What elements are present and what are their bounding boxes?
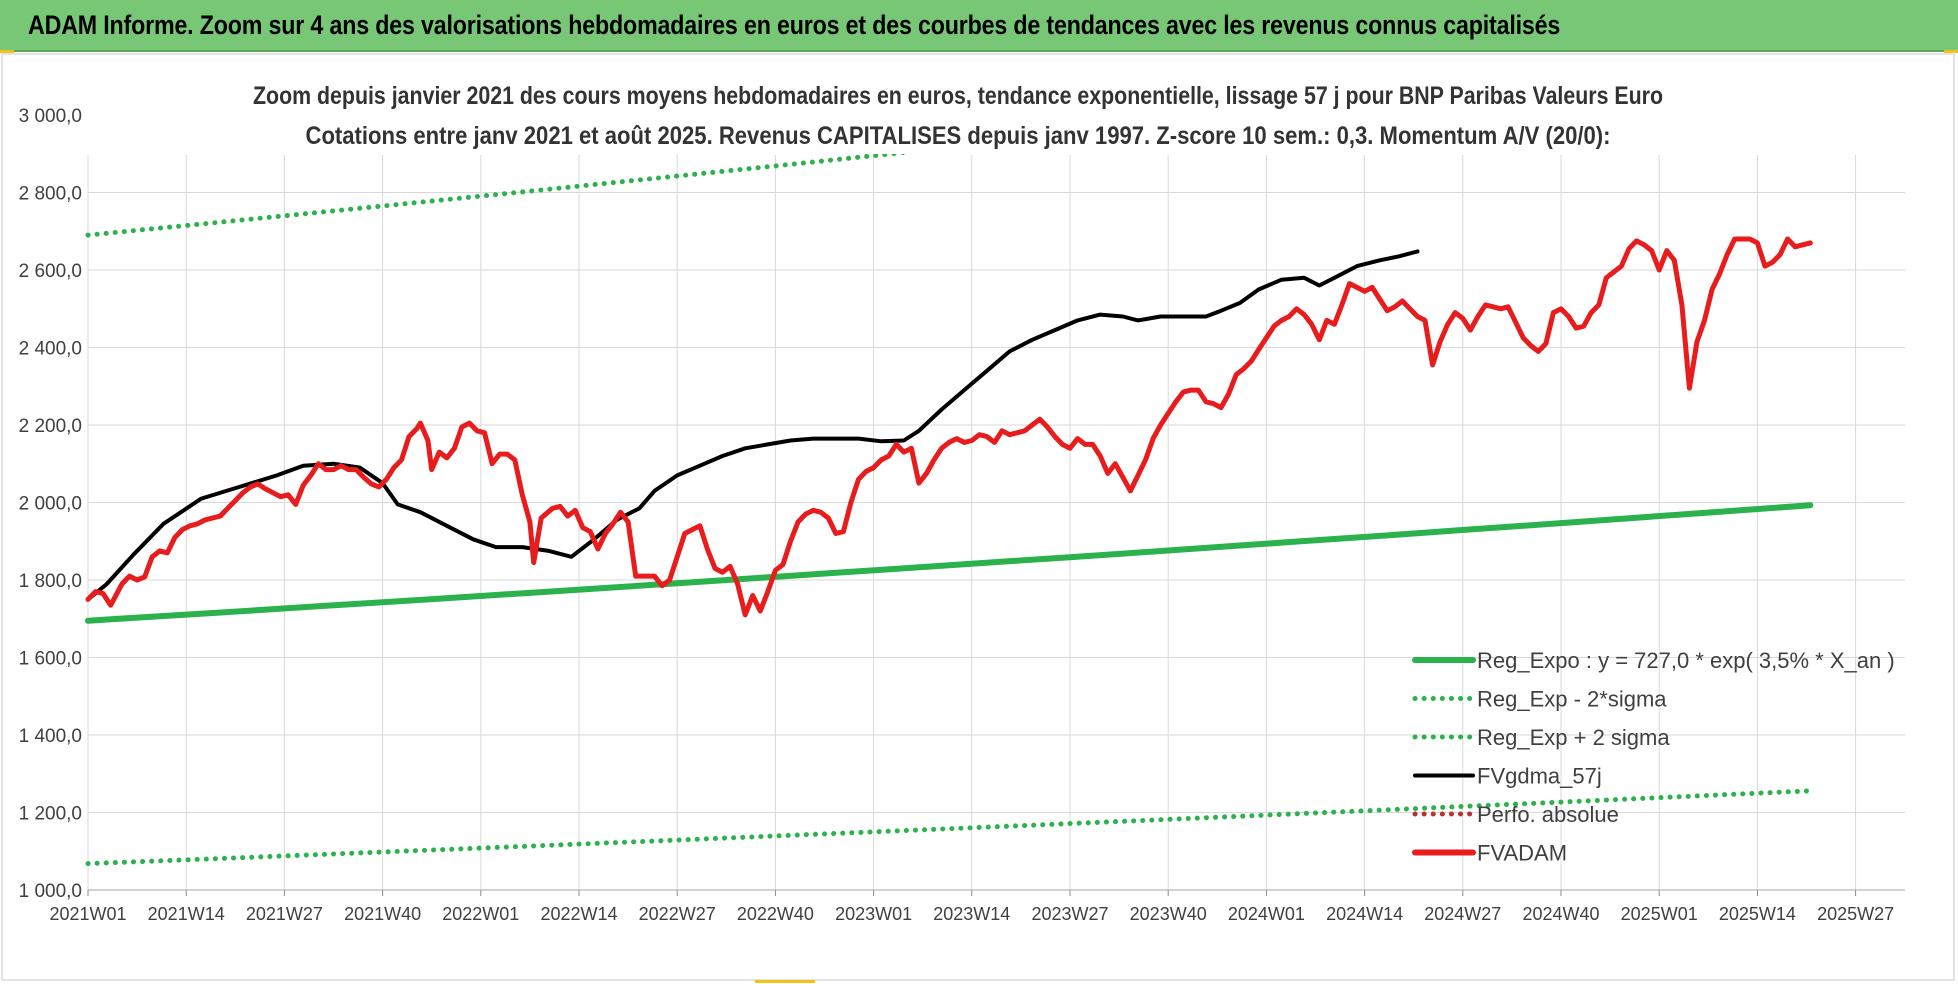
header-bar: ADAM Informe. Zoom sur 4 ans des valoris… <box>0 0 1958 52</box>
x-tick-label: 2025W14 <box>1719 904 1796 924</box>
corner-mark-left <box>0 50 14 53</box>
corner-mark-right <box>1944 50 1958 53</box>
x-tick-label: 2022W01 <box>442 904 519 924</box>
x-tick-label: 2024W40 <box>1522 904 1599 924</box>
legend-label: FVgdma_57j <box>1477 764 1602 789</box>
x-tick-label: 2021W27 <box>246 904 323 924</box>
y-tick-label: 2 600,0 <box>19 261 82 282</box>
series-line-0 <box>85 502 1814 624</box>
series-line-5 <box>85 236 1813 618</box>
legend-label: Reg_Exp - 2*sigma <box>1477 687 1667 712</box>
x-tick-label: 2022W27 <box>639 904 716 924</box>
y-tick-label: 3 000,0 <box>19 106 82 127</box>
x-tick-label: 2022W40 <box>737 904 814 924</box>
y-tick-label: 2 000,0 <box>19 494 82 515</box>
y-tick-label: 2 400,0 <box>19 339 82 360</box>
y-tick-label: 1 800,0 <box>19 571 82 592</box>
x-tick-label: 2024W27 <box>1424 904 1501 924</box>
x-tick-label: 2021W40 <box>344 904 421 924</box>
x-tick-label: 2021W01 <box>49 904 126 924</box>
chart-border <box>1 53 1955 981</box>
series-line-3 <box>86 249 1420 602</box>
x-tick-label: 2023W27 <box>1031 904 1108 924</box>
legend-label: Reg_Expo : y = 727,0 * exp( 3,5% * X_an … <box>1477 648 1895 673</box>
x-tick-label: 2025W27 <box>1817 904 1894 924</box>
legend-label: Reg_Exp + 2 sigma <box>1477 725 1670 750</box>
y-tick-label: 1 200,0 <box>19 804 82 825</box>
legend-label: FVADAM <box>1477 841 1567 866</box>
y-tick-label: 2 800,0 <box>19 184 82 205</box>
title-background <box>245 74 1670 154</box>
chart-subtitle: Cotations entre janv 2021 et août 2025. … <box>306 122 1611 150</box>
corner-mark-bottom <box>755 980 815 983</box>
x-tick-label: 2021W14 <box>148 904 225 924</box>
y-tick-label: 1 000,0 <box>19 881 82 902</box>
series-line-1 <box>85 788 1813 867</box>
y-tick-label: 2 200,0 <box>19 416 82 437</box>
x-tick-label: 2022W14 <box>540 904 617 924</box>
header-title: ADAM Informe. Zoom sur 4 ans des valoris… <box>28 10 1561 40</box>
x-tick-label: 2024W14 <box>1326 904 1403 924</box>
x-tick-label: 2025W01 <box>1621 904 1698 924</box>
x-tick-label: 2023W40 <box>1130 904 1207 924</box>
x-tick-label: 2023W01 <box>835 904 912 924</box>
x-tick-label: 2024W01 <box>1228 904 1305 924</box>
y-tick-label: 1 400,0 <box>19 726 82 747</box>
chart-title: Zoom depuis janvier 2021 des cours moyen… <box>253 82 1663 110</box>
x-tick-label: 2023W14 <box>933 904 1010 924</box>
y-tick-label: 1 600,0 <box>19 649 82 670</box>
legend-label: Perfo. absolue <box>1477 802 1619 827</box>
chart: 3 000,0 2 800,0 2 600,0 2 400,0 2 200,0 2 000… <box>1 53 1955 981</box>
